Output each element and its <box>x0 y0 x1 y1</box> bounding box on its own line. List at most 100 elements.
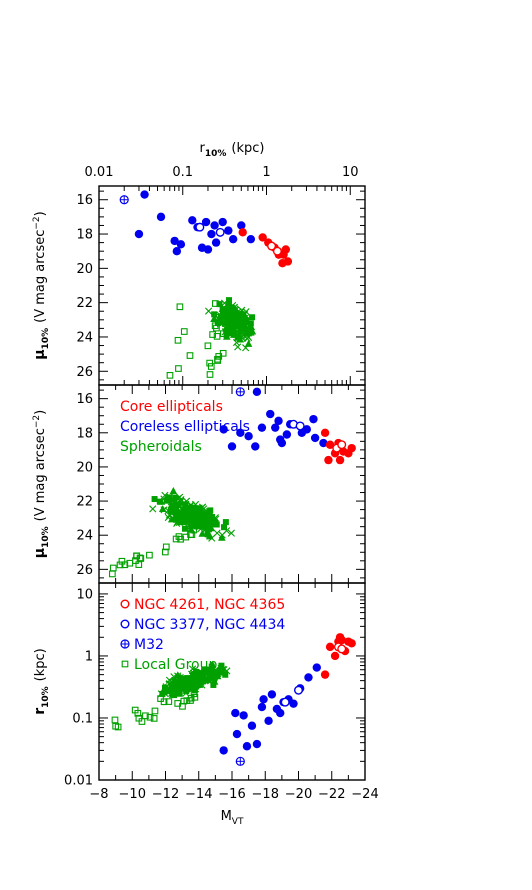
bottom-xtick-label: −14 <box>185 787 212 802</box>
coreless-point <box>310 433 320 443</box>
local-group-square <box>121 561 129 569</box>
coreless-point <box>282 430 292 439</box>
coreless-point <box>232 729 242 739</box>
x-b <box>164 683 172 692</box>
x-b <box>245 328 253 336</box>
legend-label: NGC 4261, NGC 4365 <box>134 597 285 613</box>
spheroidal-square <box>177 513 184 520</box>
coreless-point <box>219 425 228 434</box>
spheroidal-square <box>195 505 202 512</box>
coreless-point <box>264 716 273 726</box>
spheroidal-triangle <box>198 529 207 537</box>
ytick-label: 16 <box>76 193 93 208</box>
coreless-point <box>257 423 267 432</box>
core-point <box>320 428 330 437</box>
bottom-xlabel-symbol: M <box>221 809 232 824</box>
coreless-open-point <box>215 227 225 237</box>
local-group-square <box>190 526 197 534</box>
ytick-label: 22 <box>76 296 93 311</box>
core-point <box>347 443 356 453</box>
coreless-point <box>219 746 228 755</box>
coreless-point <box>188 216 197 225</box>
spheroidal-square <box>191 687 198 694</box>
spheroidal-square <box>218 662 225 669</box>
coreless-open-point <box>294 685 304 695</box>
core-point <box>347 639 356 648</box>
spheroidal-cross <box>212 515 220 523</box>
legend-marker <box>120 599 130 609</box>
spheroidal-square <box>221 309 228 316</box>
core-point <box>330 651 340 661</box>
spheroidal-square <box>183 688 190 695</box>
x-b <box>161 491 169 499</box>
spheroidal-triangle <box>205 532 214 540</box>
spheroidal-triangle <box>158 505 167 513</box>
top-xtick-label: 1 <box>262 165 270 180</box>
ylabel-unit: (V mag arcsec <box>33 230 48 323</box>
spheroidal-cross <box>174 672 182 680</box>
spheroidal-square <box>208 663 215 670</box>
x-b <box>185 516 193 524</box>
local-group-square <box>190 690 198 698</box>
coreless-point <box>227 442 237 451</box>
spheroidal-cross <box>245 328 253 336</box>
ytick-label: 24 <box>76 330 93 345</box>
local-group-square <box>209 331 216 338</box>
top-xtick-label: 0.1 <box>172 165 193 180</box>
spheroidal-cross <box>206 507 214 515</box>
core-point <box>325 642 335 652</box>
spheroidal-square <box>186 685 193 692</box>
x-b <box>232 338 241 347</box>
bottom-xtick-label: −20 <box>285 787 312 802</box>
coreless-point <box>156 212 166 222</box>
spheroidal-square <box>173 681 180 688</box>
axes-group <box>98 185 366 781</box>
local-group-square <box>135 714 143 722</box>
spheroidal-square <box>243 318 250 325</box>
local-group-square <box>214 355 221 363</box>
x-b <box>222 527 231 535</box>
bottom-xtick-label: −22 <box>318 787 345 802</box>
bottom-xtick-label: −12 <box>152 787 179 802</box>
coreless-point <box>247 721 257 730</box>
legend-label: Core ellipticals <box>120 399 223 415</box>
coreless-point <box>228 234 238 244</box>
local-group-square <box>175 365 182 372</box>
x-b <box>234 321 243 329</box>
m32-point <box>119 195 129 205</box>
spheroidal-triangle <box>199 676 207 684</box>
x-b <box>193 508 201 516</box>
coreless-point <box>259 695 268 704</box>
local-group-square <box>146 713 154 721</box>
local-group-square <box>142 712 149 720</box>
spheroidal-triangle <box>215 665 223 673</box>
spheroidal-triangle <box>208 672 216 680</box>
coreless-point <box>244 432 253 441</box>
coreless-point <box>211 238 221 247</box>
spheroidal-square <box>189 516 196 523</box>
spheroidal-square <box>172 494 179 501</box>
spheroidal-square <box>225 302 232 309</box>
legend-bottom: NGC 4261, NGC 4365 NGC 3377, NGC 4434 M32 L… <box>120 597 285 673</box>
spheroidal-square <box>172 516 179 523</box>
points-group <box>109 190 356 766</box>
ytick-label: 18 <box>76 426 93 441</box>
ylabel-sub: 10% <box>41 686 51 708</box>
spheroidal-cross <box>204 307 213 315</box>
local-group-square <box>207 363 215 370</box>
spheroidal-square <box>216 301 223 308</box>
spheroidal-cross <box>224 307 232 315</box>
coreless-point <box>309 414 318 424</box>
coreless-point <box>218 217 227 227</box>
x-b <box>187 685 195 693</box>
coreless-point <box>246 234 256 244</box>
local-group-square <box>134 709 142 717</box>
local-group-square <box>215 313 223 321</box>
x-b <box>238 306 246 314</box>
local-group-square <box>151 707 159 715</box>
coreless-point <box>289 699 298 708</box>
spheroidal-cross <box>167 501 176 510</box>
ylabel-unit: (kpc) <box>33 648 48 681</box>
local-group-square <box>176 303 184 311</box>
legend-middle: Core ellipticals Coreless ellipticals Sphe… <box>120 399 250 455</box>
